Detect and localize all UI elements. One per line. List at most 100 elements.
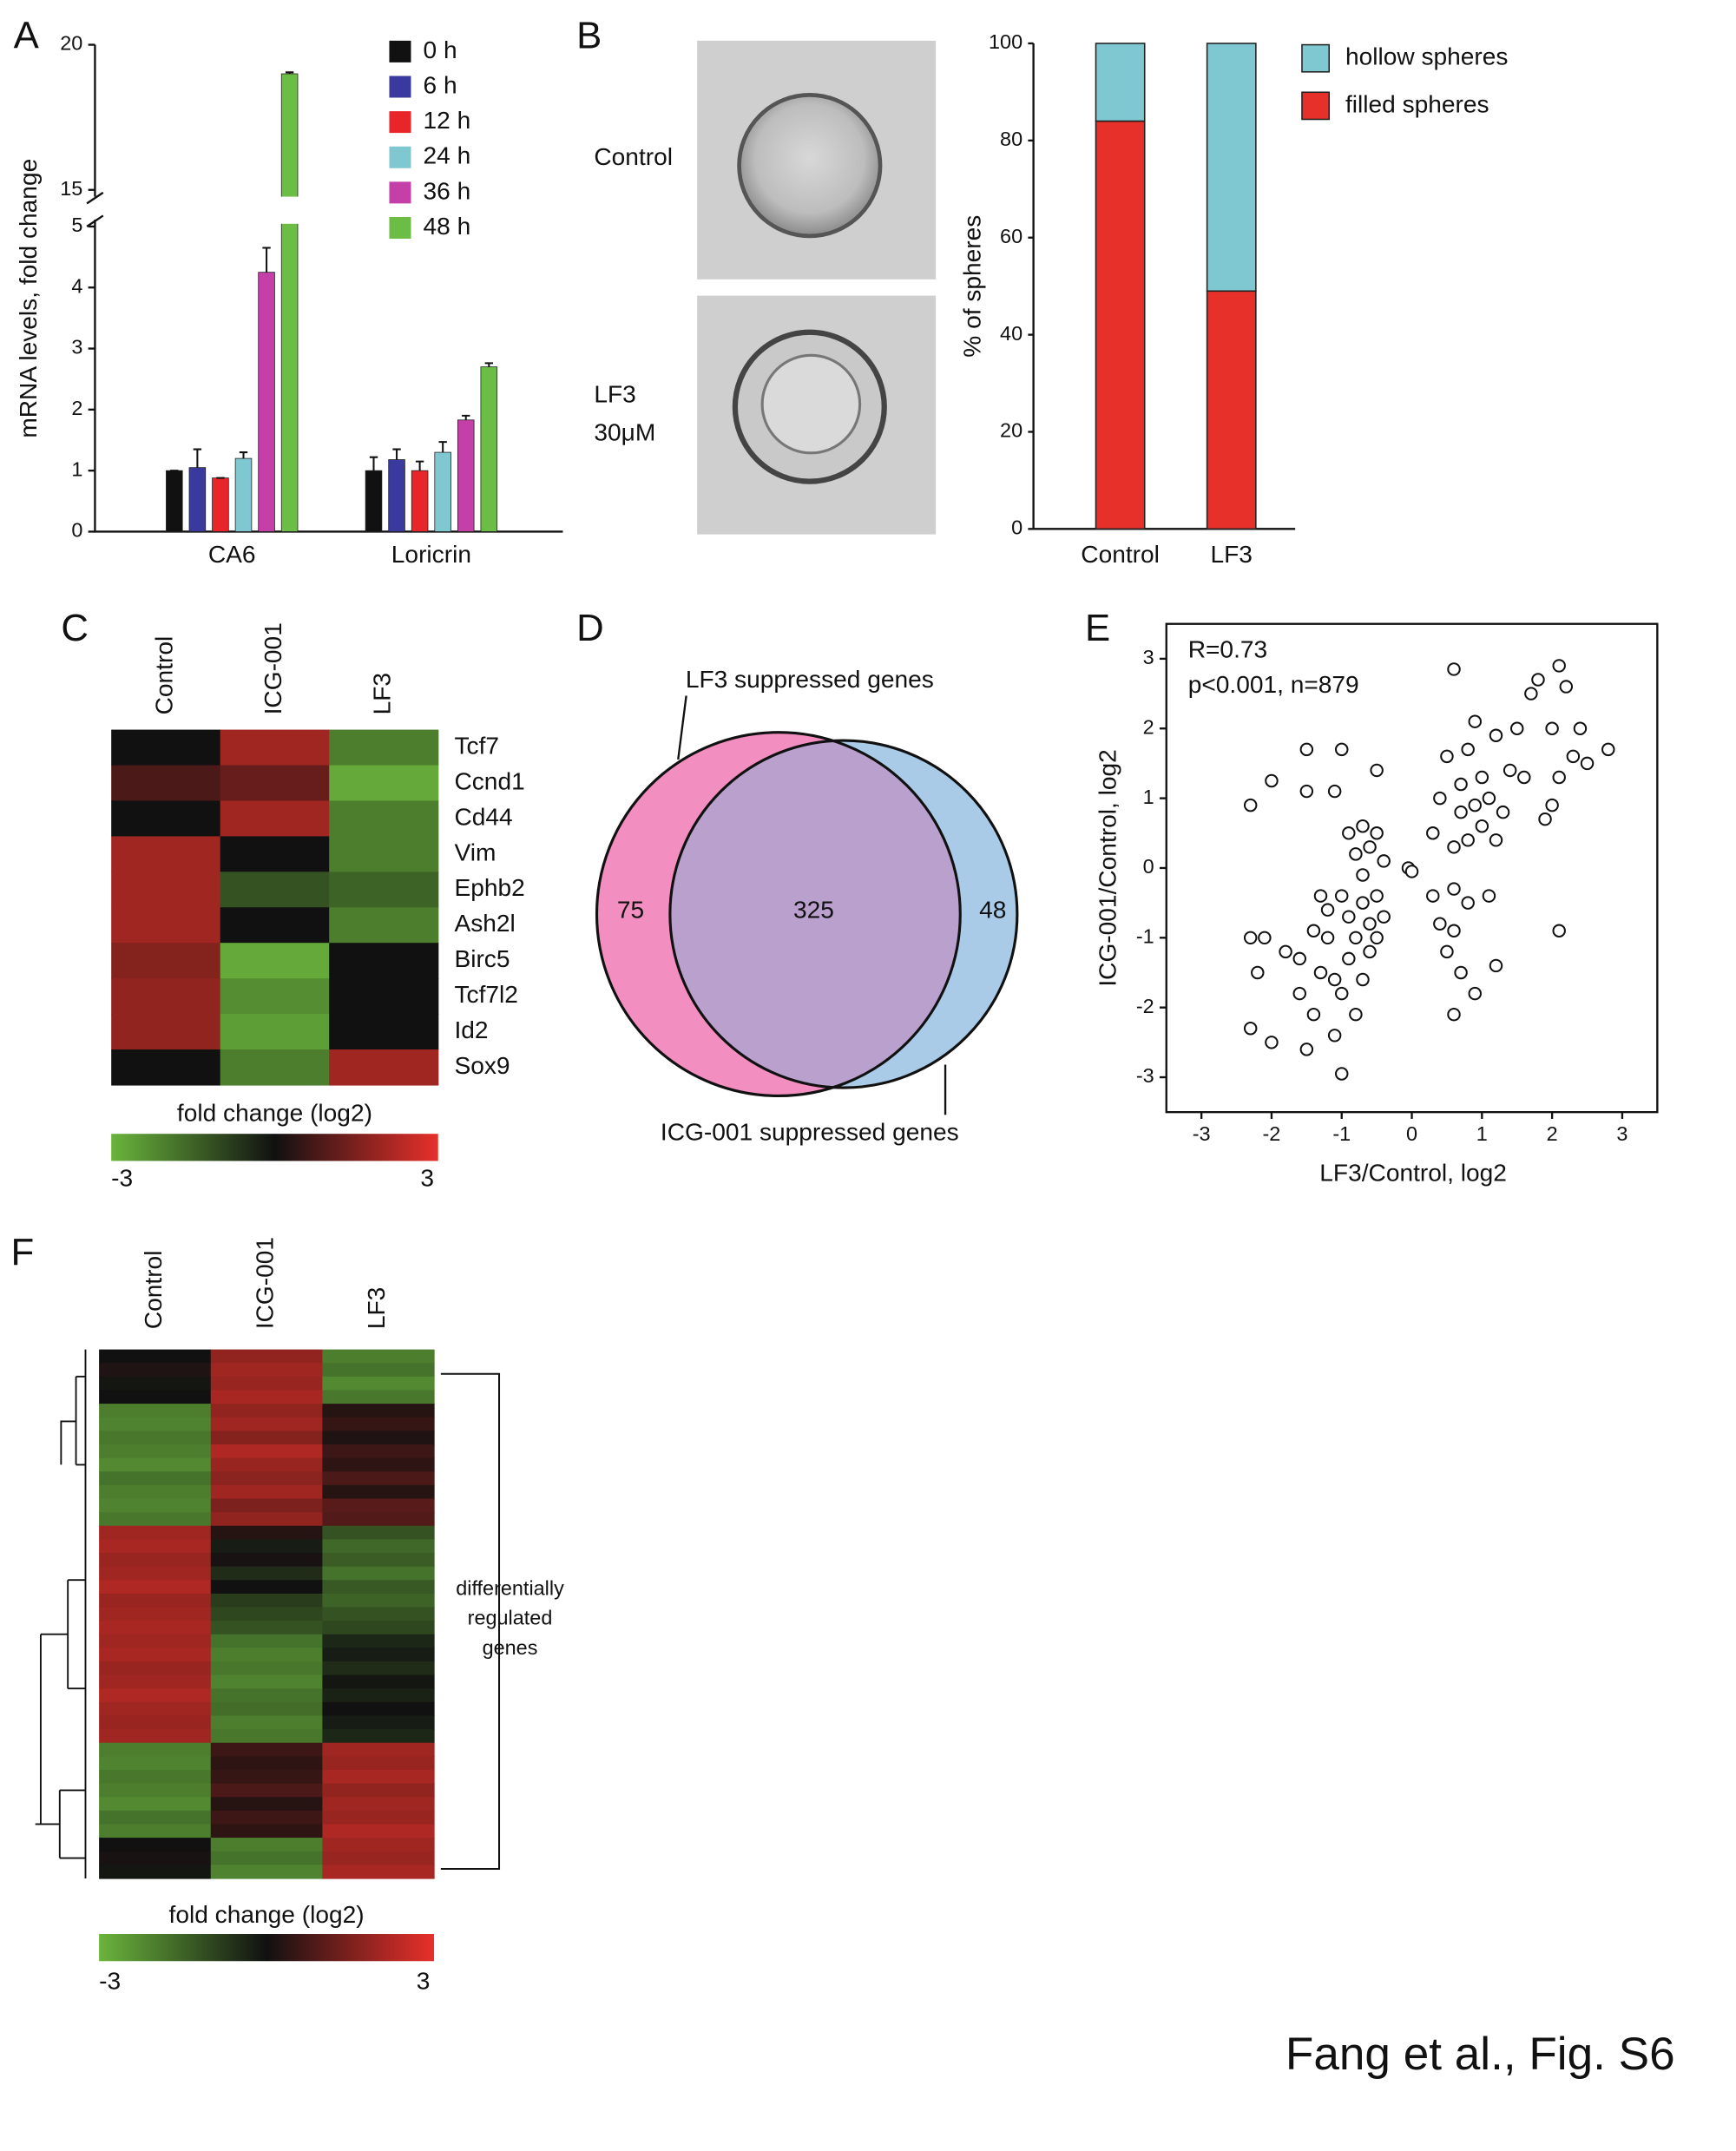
heatmap-cell [322,1444,435,1459]
colorbar [111,1134,438,1161]
legend-label: 6 h [424,71,457,98]
heatmap-cell [322,1512,435,1527]
x-tick-label: CA6 [208,541,256,568]
sphere-photos [697,40,937,535]
point [1334,742,1349,757]
heatmap-cell [322,1498,435,1513]
legend-swatch [389,111,411,134]
heatmap-cell [99,1349,212,1364]
colorbar-tick-label: -3 [111,1165,133,1192]
y-tick-label: 0 [1011,516,1023,539]
heatmap-cell [111,800,221,838]
point [1552,924,1566,938]
heatmap-cell [99,1471,212,1486]
point [1363,917,1377,931]
point [1447,1007,1461,1022]
column-label: Control [150,636,177,715]
point [1475,819,1489,833]
heatmap-cell [322,1661,435,1676]
point [1313,965,1328,980]
heatmap-cell [210,1552,324,1568]
x-tick-label: 1 [1476,1122,1488,1145]
heatmap-cell [322,1484,435,1500]
axis-break [86,191,104,205]
heatmap-cell [210,1648,324,1662]
point [1243,798,1258,812]
y-tick-label: 40 [1000,322,1023,345]
heatmap-cell [210,1742,324,1757]
legend-label: filled spheres [1345,90,1489,117]
heatmap-cell [322,1525,435,1540]
image-label: Control [594,143,673,170]
point [1258,931,1272,945]
point [1545,798,1559,812]
error-bar [438,441,447,453]
heatmap-cell [99,1444,212,1459]
heatmap-cell [322,1769,435,1785]
heatmap-cell [210,1769,324,1785]
heatmap-cell [210,1634,324,1648]
legend-swatch [389,181,411,204]
bar [212,477,229,532]
point [1489,958,1503,973]
heatmap-cell [210,1838,324,1852]
colorbar-tick-label: 3 [420,1165,434,1192]
heatmap-cell [322,1621,435,1635]
point [1356,819,1370,833]
heatmap-cell [210,1471,324,1486]
point [1299,1043,1314,1056]
point [1342,951,1356,966]
heatmap-cell [210,1674,324,1689]
point [1454,777,1468,792]
heatmap-cell [99,1498,212,1513]
heatmap-cell [329,907,439,944]
y-tick-label: 3 [71,336,82,358]
heatmap-cell [322,1431,435,1445]
point [1447,924,1461,938]
bar-segment [1095,43,1146,122]
y-tick-label: 60 [1000,225,1023,247]
heatmap-cell [322,1729,435,1744]
panel-label: E [1085,607,1110,649]
heatmap-cell [99,1715,212,1730]
y-tick-label: 20 [1000,419,1023,442]
heatmap-cell [210,1580,324,1595]
heatmap-cell [111,836,221,872]
point [1327,972,1342,987]
heatmap-cell [220,943,330,979]
point [1349,931,1363,945]
bar-segment [1206,43,1257,293]
heatmap-cell [99,1417,212,1431]
heatmap-cell [99,1797,212,1812]
bar-segment [1206,290,1257,530]
heatmap-cell [99,1539,212,1554]
y-axis-label: ICG-001/Control, log2 [1095,749,1121,986]
row-label: Tcf7l2 [454,981,517,1008]
point [1279,944,1292,959]
point [1377,910,1391,924]
heatmap-cell [322,1756,435,1771]
point [1243,1022,1258,1036]
heatmap-cell [322,1580,435,1595]
row-label: Sox9 [454,1052,510,1079]
point [1299,742,1314,757]
colorbar-tick-label: -3 [99,1968,121,1995]
set-label: LF3 suppressed genes [686,666,934,693]
heatmap-cell [322,1417,435,1431]
column-label: LF3 [363,1287,390,1329]
region-count: 325 [793,896,834,923]
heatmap-cell [111,943,221,979]
bar [258,272,275,532]
heatmap-cell [322,1701,435,1717]
legend-label: 36 h [424,177,471,204]
heatmap-cell [210,1376,324,1391]
heatmap-cell [99,1525,212,1540]
point [1356,868,1370,882]
heatmap-cell [210,1349,324,1364]
heatmap-cell [210,1715,324,1730]
heatmap-cell [99,1701,212,1717]
row-label: Id2 [454,1016,488,1043]
y-tick-label: 20 [60,32,82,55]
point [1468,986,1482,1001]
panel-label: F [11,1231,35,1273]
